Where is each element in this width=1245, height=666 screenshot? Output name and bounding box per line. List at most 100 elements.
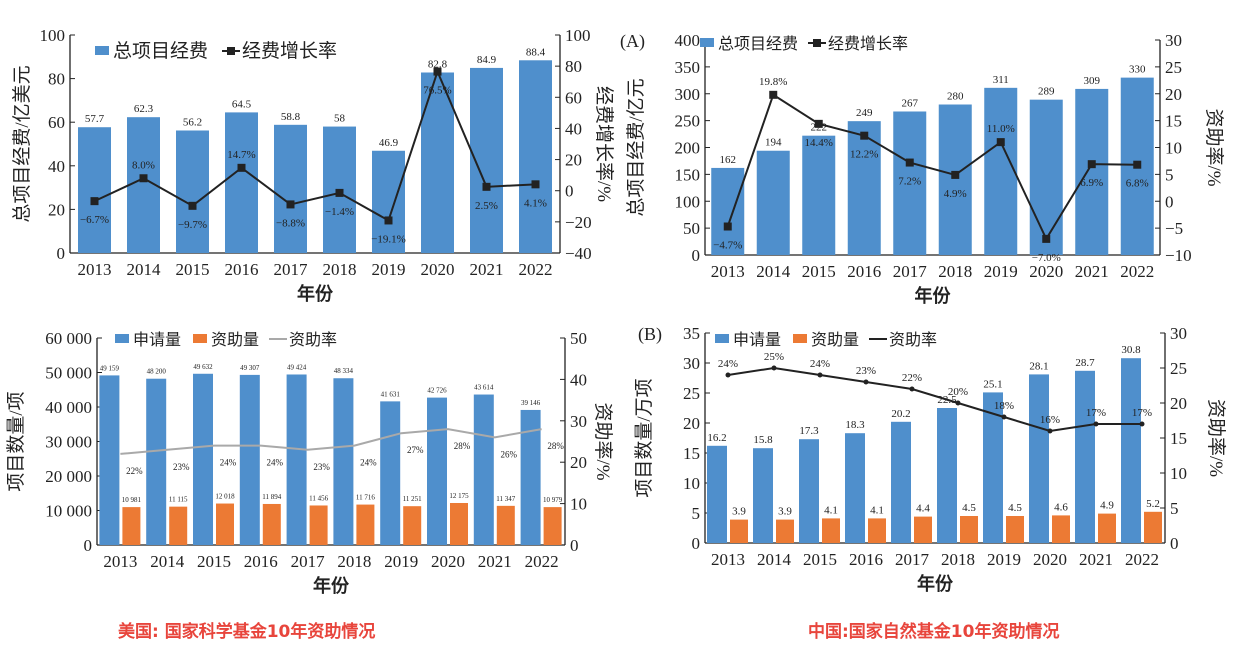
line-series (120, 428, 542, 455)
line-data-label: 24% (810, 358, 830, 370)
bar (893, 111, 927, 255)
bar-data-label: 11 115 (169, 496, 188, 504)
line-marker (996, 138, 1005, 147)
y-tick-label: 0 (692, 534, 701, 553)
panel-label: (B) (638, 324, 662, 345)
bar (756, 150, 790, 255)
bar-data-label: 20.2 (891, 408, 910, 420)
x-tick-label: 2021 (470, 260, 504, 279)
line-data-label: 24% (220, 458, 237, 468)
legend-marker (813, 39, 821, 47)
bar-data-label: 11 347 (496, 495, 515, 503)
bar (286, 374, 307, 545)
line-data-label: 12.2% (850, 149, 878, 161)
x-tick-label: 2021 (1079, 550, 1113, 569)
bar (707, 445, 727, 543)
y-tick-label: 30 (683, 354, 700, 373)
bar-data-label: 15.8 (753, 434, 773, 446)
bar (473, 394, 494, 545)
y2-tick-label: 30 (1170, 324, 1187, 343)
x-tick-label: 2013 (711, 550, 745, 569)
y2-tick-label: 5 (1170, 499, 1179, 518)
legend-label: 资助率 (889, 331, 937, 349)
y2-tick-label: 10 (570, 495, 587, 514)
bar (262, 503, 281, 545)
bar (274, 124, 307, 253)
bar (1121, 358, 1141, 543)
y-tick-label: 0 (57, 244, 66, 263)
y-tick-label: 200 (675, 139, 701, 158)
y-tick-label: 60 000 (45, 329, 92, 348)
line-data-label: −1.4% (325, 206, 354, 218)
y-tick-label: 100 (40, 26, 66, 45)
line-data-label: 22% (126, 466, 143, 476)
line-marker (1047, 428, 1053, 434)
bar-data-label: 58 (334, 113, 346, 125)
line-data-label: 23% (173, 462, 190, 472)
line-series (727, 366, 1142, 433)
x-tick-label: 2021 (478, 552, 512, 571)
y2-tick-label: 15 (1165, 112, 1182, 131)
line-data-label: 76.5% (423, 85, 451, 97)
bar-data-label: 4.6 (1054, 501, 1068, 513)
y-tick-label: 0 (84, 536, 93, 555)
bar-data-label: 11 456 (309, 494, 328, 502)
line-marker (863, 379, 869, 385)
line-data-label: 14.4% (805, 137, 833, 149)
x-tick-label: 2017 (274, 260, 309, 279)
legend-swatch (95, 46, 109, 55)
bar-data-label: 17.3 (799, 425, 819, 437)
x-tick-label: 2021 (1075, 262, 1109, 281)
y2-tick-label: 15 (1170, 429, 1187, 448)
bar (520, 409, 541, 545)
line-data-label: 17% (1132, 407, 1152, 419)
y-tick-label: 80 (48, 70, 65, 89)
line-marker (769, 90, 778, 99)
bar-data-label: 4.5 (1008, 502, 1022, 514)
bar-data-label: 10 979 (543, 496, 563, 504)
line-data-label: 8.0% (132, 159, 155, 171)
bar (356, 504, 375, 545)
x-tick-label: 2020 (1033, 550, 1067, 569)
y-tick-label: 60 (48, 113, 65, 132)
bar-data-label: 4.1 (870, 504, 884, 516)
y2-tick-label: −20 (565, 213, 592, 232)
line-marker (905, 158, 914, 167)
bar-data-label: 57.7 (85, 113, 105, 125)
bar-data-label: 25.1 (983, 378, 1002, 390)
y-tick-label: 35 (683, 324, 700, 343)
chart-2: 0 50 100 150 200 250 300 350 400 −10 −5 0 5 10 15 20 25 3… (620, 31, 1225, 306)
line-marker (1139, 421, 1145, 427)
line-data-label: 24% (360, 458, 377, 468)
chart-3: 0 10 000 20 000 30 000 40 000 50 000 60 000 0 10… (5, 329, 614, 596)
x-axis-title: 年份 (297, 283, 334, 304)
x-tick-label: 2015 (802, 262, 836, 281)
bar-data-label: 48 334 (334, 367, 354, 375)
x-tick-label: 2022 (519, 260, 553, 279)
x-tick-label: 2019 (372, 260, 406, 279)
line-marker (384, 216, 393, 225)
y-tick-label: 10 (683, 474, 700, 493)
line-data-label: 23% (313, 462, 330, 472)
y2-tick-label: 20 (1165, 85, 1182, 104)
bar (450, 502, 468, 545)
line-data-label: 26% (501, 449, 518, 459)
bar (984, 87, 1018, 256)
bar (122, 507, 141, 545)
line-series (726, 93, 1138, 241)
y2-axis-title: 资助率/% (592, 402, 614, 480)
line-data-label: −7.0% (1032, 252, 1061, 264)
line-data-label: −19.1% (371, 233, 406, 245)
bar (1029, 99, 1063, 255)
bar (937, 408, 957, 543)
legend-label: 资助率 (289, 331, 337, 349)
bar (938, 104, 972, 255)
x-tick-label: 2017 (291, 552, 326, 571)
x-axis-title: 年份 (313, 575, 350, 596)
bar (802, 135, 836, 255)
chart-1: 0 20 40 60 80 100 −40 −20 0 20 40 60 80 100 2013 2014 20… (11, 26, 615, 304)
y2-tick-label: 0 (1170, 534, 1179, 553)
bar (146, 378, 167, 545)
bar-data-label: 41 631 (381, 390, 401, 398)
